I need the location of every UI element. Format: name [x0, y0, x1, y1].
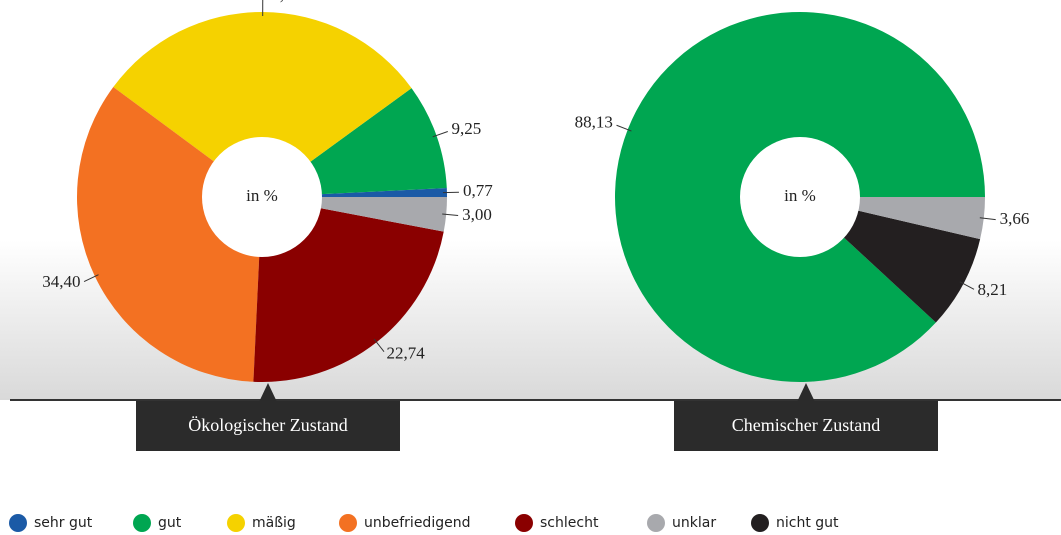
chart-title: Chemischer Zustand [732, 415, 880, 435]
pie-hole [202, 137, 322, 257]
center-label: in % [246, 186, 278, 205]
legend-swatch [227, 514, 245, 532]
title-pointer [259, 383, 277, 402]
legend-swatch [647, 514, 665, 532]
value-label: 22,74 [386, 344, 425, 363]
legend-swatch [9, 514, 27, 532]
value-label: 0,77 [463, 181, 493, 200]
legend-swatch [133, 514, 151, 532]
legend-label: nicht gut [776, 515, 839, 531]
pie-slice [76, 86, 263, 382]
value-label: 3,00 [462, 205, 492, 224]
leader-line [442, 213, 459, 217]
center-label: in % [784, 186, 816, 205]
legend-swatch [515, 514, 533, 532]
legend-label: sehr gut [34, 515, 93, 531]
pie-hole [740, 137, 860, 257]
leader-line [83, 274, 99, 283]
value-label: 3,66 [1000, 209, 1030, 228]
title-box [136, 401, 400, 451]
legend-label: unbefriedigend [364, 515, 470, 531]
title-box [674, 401, 938, 451]
leader-line [616, 124, 632, 132]
value-label: 88,13 [575, 113, 613, 132]
pie-slice [253, 197, 444, 382]
value-label: 9,25 [452, 119, 482, 138]
leader-line [979, 217, 996, 221]
legend-label: unklar [672, 515, 716, 531]
value-label: 8,21 [978, 280, 1008, 299]
title-pointer [797, 383, 815, 402]
legend-swatch [751, 514, 769, 532]
pie-slice [113, 11, 412, 197]
value-label: 34,40 [42, 272, 80, 291]
legend-swatch [339, 514, 357, 532]
legend-label: schlecht [540, 515, 599, 531]
leader-line [959, 281, 975, 290]
leader-line [373, 338, 385, 352]
leader-line [432, 131, 448, 138]
chart-title: Ökologischer Zustand [188, 415, 347, 435]
value-label: 29,84 [263, 0, 302, 4]
legend-label: gut [158, 515, 182, 531]
legend-label: mäßig [252, 515, 296, 531]
